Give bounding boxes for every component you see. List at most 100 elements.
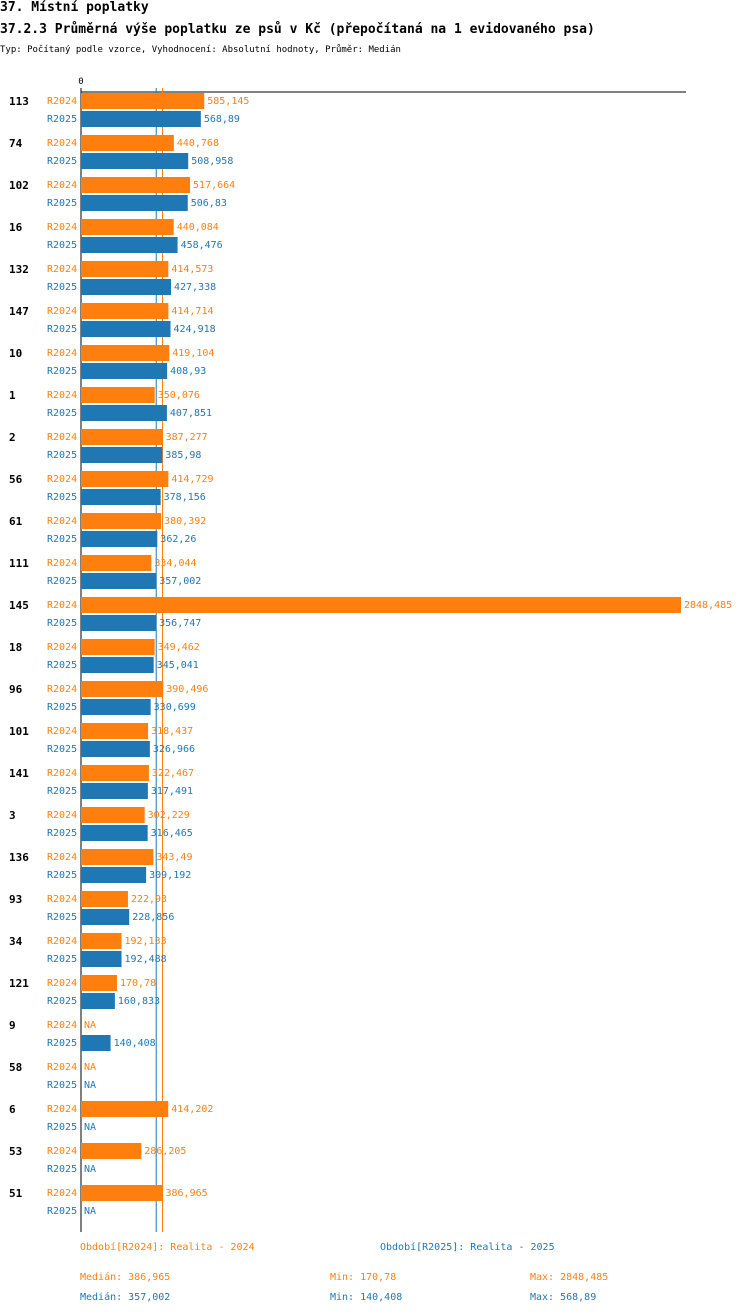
series-label: R2025	[47, 324, 77, 335]
bar	[81, 807, 145, 823]
series-label: R2025	[47, 240, 77, 251]
category-label: 102	[9, 179, 29, 192]
bar	[81, 1035, 111, 1051]
series-label: R2025	[47, 114, 77, 125]
data-label: 140,408	[114, 1038, 156, 1049]
stat-max-r2025: Max: 568,89	[530, 1292, 597, 1303]
data-label: 317,491	[151, 786, 193, 797]
bar	[81, 765, 149, 781]
chart-title: 37.2.3 Průměrná výše poplatku ze psů v K…	[0, 22, 595, 37]
bar	[81, 993, 115, 1009]
series-label: R2024	[47, 558, 77, 569]
data-label: 414,714	[171, 306, 213, 317]
series-label: R2025	[47, 870, 77, 881]
data-label: 414,729	[171, 474, 213, 485]
series-label: R2024	[47, 642, 77, 653]
stat-min-r2025: Min: 140,408	[330, 1292, 403, 1303]
data-label: 390,496	[166, 684, 208, 695]
category-label: 141	[9, 767, 29, 780]
data-label: 349,462	[158, 642, 200, 653]
series-label: R2024	[47, 222, 77, 233]
bar	[81, 849, 154, 865]
data-label: 322,467	[152, 768, 194, 779]
stat-min-r2024: Min: 170,78	[330, 1272, 397, 1283]
series-label: R2024	[47, 180, 77, 191]
data-label: 386,965	[166, 1188, 208, 1199]
data-label: 345,041	[157, 660, 199, 671]
data-label: 517,664	[193, 180, 235, 191]
data-label: 350,076	[158, 390, 200, 401]
series-label: R2024	[47, 516, 77, 527]
bar	[81, 195, 188, 211]
category-label: 96	[9, 683, 23, 696]
data-label: 343,49	[156, 852, 192, 863]
bar	[81, 219, 174, 235]
bar	[81, 531, 158, 547]
category-label: 34	[9, 935, 23, 948]
data-label: 302,229	[148, 810, 190, 821]
category-label: 10	[9, 347, 22, 360]
bar	[81, 429, 163, 445]
series-label: R2025	[47, 534, 77, 545]
series-label: R2024	[47, 348, 77, 359]
bar	[81, 363, 168, 379]
series-label: R2024	[47, 390, 77, 401]
bar	[81, 279, 172, 295]
series-label: R2025	[47, 1080, 77, 1091]
category-label: 74	[9, 137, 23, 150]
series-label: R2024	[47, 306, 77, 317]
data-label: 440,768	[177, 138, 219, 149]
data-label: 318,437	[151, 726, 193, 737]
category-label: 111	[9, 557, 29, 570]
series-label: R2025	[47, 408, 77, 419]
data-label: 380,392	[164, 516, 206, 527]
series-label: R2025	[47, 660, 77, 671]
category-label: 93	[9, 893, 22, 906]
data-label: 508,958	[191, 156, 233, 167]
series-label: R2025	[47, 702, 77, 713]
series-label: R2025	[47, 1038, 77, 1049]
category-label: 121	[9, 977, 29, 990]
category-label: 1	[9, 389, 16, 402]
stat-median-r2025: Medián: 357,002	[80, 1292, 171, 1303]
data-label: 407,851	[170, 408, 212, 419]
data-label: 387,277	[166, 432, 208, 443]
series-label: R2024	[47, 1104, 77, 1115]
data-label: 228,856	[132, 912, 174, 923]
bar	[81, 681, 164, 697]
series-label: R2024	[47, 138, 77, 149]
bar	[81, 135, 174, 151]
chart-subtitle: Typ: Počítaný podle vzorce, Vyhodnocení:…	[0, 45, 401, 55]
series-label: R2024	[47, 726, 77, 737]
series-label: R2025	[47, 996, 77, 1007]
series-label: R2025	[47, 1122, 77, 1133]
bar	[81, 933, 122, 949]
data-label: 334,044	[154, 558, 196, 569]
data-label: 357,002	[159, 576, 201, 587]
series-label: R2024	[47, 1020, 77, 1031]
data-label: 378,156	[164, 492, 206, 503]
bar	[81, 1185, 163, 1201]
bar	[81, 261, 169, 277]
bar	[81, 471, 169, 487]
category-label: 61	[9, 515, 23, 528]
bar	[81, 513, 162, 529]
data-label: 585,145	[207, 96, 249, 107]
series-label: R2024	[47, 894, 77, 905]
series-label: R2024	[47, 1062, 77, 1073]
data-label: 309,192	[149, 870, 191, 881]
series-label: R2025	[47, 1164, 77, 1175]
category-label: 18	[9, 641, 22, 654]
data-label: NA	[84, 1122, 96, 1133]
bar	[81, 489, 161, 505]
axis-zero-label: 0	[78, 77, 83, 87]
series-label: R2025	[47, 744, 77, 755]
series-label: R2025	[47, 492, 77, 503]
data-label: 170,78	[120, 978, 156, 989]
bar	[81, 405, 167, 421]
bar	[81, 723, 149, 739]
data-label: 192,133	[124, 936, 166, 947]
series-label: R2025	[47, 912, 77, 923]
data-label: 408,93	[170, 366, 206, 377]
